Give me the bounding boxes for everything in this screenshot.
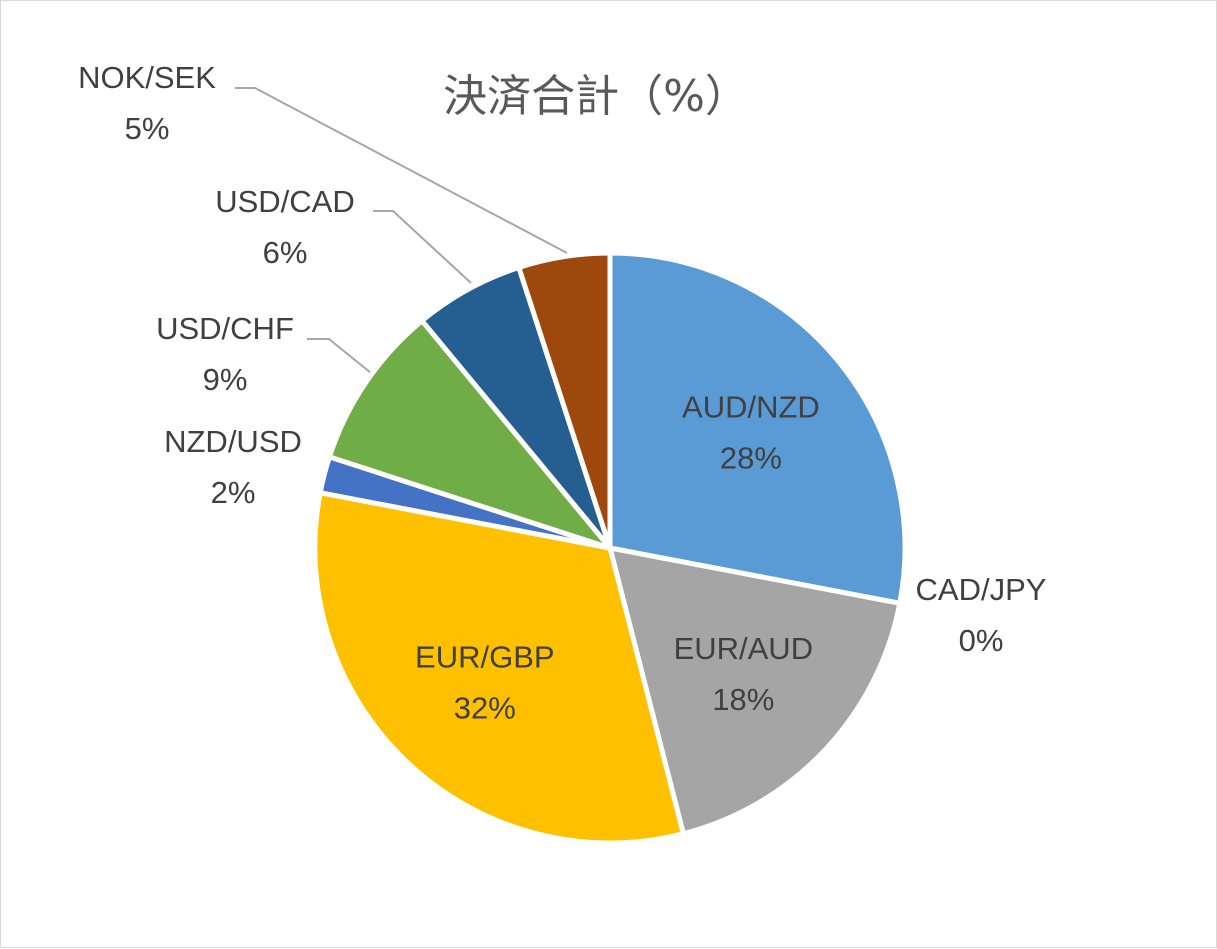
- slice-percent-eur-aud: 18%: [712, 682, 774, 717]
- chart-title: 決済合計（%）: [443, 71, 749, 122]
- pie-slice-nok-sek: [516, 250, 613, 551]
- slice-label-nzd-usd: NZD/USD: [164, 424, 302, 459]
- slice-label-eur-aud: EUR/AUD: [674, 631, 814, 666]
- leader-lines: [235, 87, 568, 374]
- slice-label-usd-cad: USD/CAD: [215, 184, 355, 219]
- slice-percent-usd-cad: 6%: [263, 235, 308, 270]
- slice-percent-aud-nzd: 28%: [720, 440, 782, 475]
- slice-percent-eur-gbp: 32%: [454, 690, 516, 725]
- leader-line-usd-cad: [373, 210, 472, 284]
- leader-line-usd-chf: [307, 338, 372, 374]
- slice-percent-usd-chf: 9%: [203, 362, 248, 397]
- slice-label-cad-jpy: CAD/JPY: [916, 572, 1047, 607]
- slice-label-aud-nzd: AUD/NZD: [682, 389, 820, 424]
- pie-slices: [312, 250, 908, 846]
- pie-slice-aud-nzd: [607, 250, 908, 606]
- leader-line-nok-sek: [235, 87, 568, 254]
- slice-label-nok-sek: NOK/SEK: [78, 60, 216, 95]
- pie-slice-usd-chf: [326, 318, 613, 551]
- pie-slice-eur-aud: [607, 545, 903, 837]
- slice-percent-cad-jpy: 0%: [959, 623, 1004, 658]
- data-labels: AUD/NZD 28% CAD/JPY 0% EUR/AUD 18% EUR/GBP 32% N…: [78, 60, 1046, 725]
- slice-percent-nzd-usd: 2%: [211, 475, 256, 510]
- slice-percent-nok-sek: 5%: [125, 111, 170, 146]
- slice-label-usd-chf: USD/CHF: [156, 311, 294, 346]
- slice-label-eur-gbp: EUR/GBP: [415, 639, 555, 674]
- pie-slice-eur-gbp: [312, 490, 686, 846]
